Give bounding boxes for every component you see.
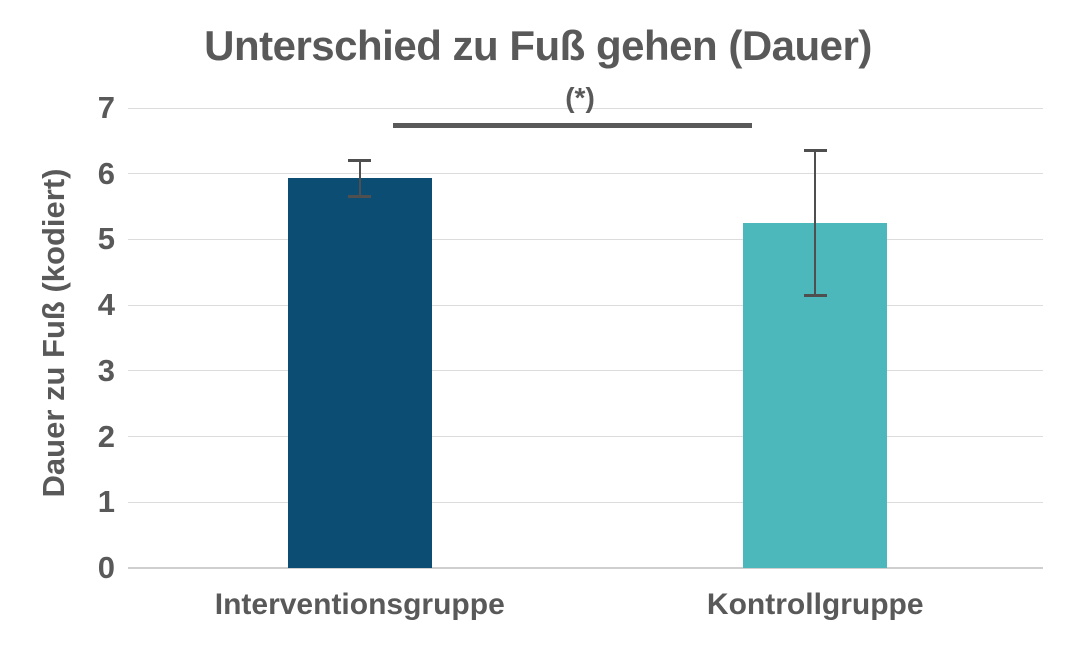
gridline-y6 xyxy=(128,173,1043,175)
x-category-label-kontrollgruppe: Kontrollgruppe xyxy=(706,588,924,621)
y-tick-label-0: 0 xyxy=(97,550,115,585)
error-bar-kontrollgruppe xyxy=(803,148,827,298)
y-tick-label-6: 6 xyxy=(97,155,115,191)
significance-line xyxy=(393,123,752,128)
bar-interventionsgruppe xyxy=(287,178,432,568)
y-tick-label-1: 1 xyxy=(97,484,115,520)
y-tick-label-2: 2 xyxy=(97,418,115,454)
y-tick-label-3: 3 xyxy=(97,352,115,388)
y-tick-label-5: 5 xyxy=(97,221,115,257)
gridline-y5 xyxy=(128,238,1043,240)
error-bar-cap-bottom xyxy=(803,294,827,298)
gridline-y3 xyxy=(128,370,1043,372)
chart-title: Unterschied zu Fuß gehen (Dauer) xyxy=(204,22,872,69)
error-bar-stem xyxy=(814,148,817,298)
gridline-y7 xyxy=(128,107,1043,109)
error-bar-cap-top xyxy=(803,148,827,152)
y-tick-label-4: 4 xyxy=(97,287,115,323)
y-tick-label-7: 7 xyxy=(97,90,115,125)
error-bar-cap-top xyxy=(348,158,372,162)
error-bar-interventionsgruppe xyxy=(348,158,372,199)
significance-label: (*) xyxy=(565,82,595,113)
gridline-y1 xyxy=(128,501,1043,503)
x-category-label-interventionsgruppe: Interventionsgruppe xyxy=(214,588,505,621)
gridline-y4 xyxy=(128,304,1043,306)
gridline-y0 xyxy=(128,567,1043,569)
error-bar-stem xyxy=(358,158,361,199)
error-bar-cap-bottom xyxy=(348,195,372,199)
gridline-y2 xyxy=(128,436,1043,438)
